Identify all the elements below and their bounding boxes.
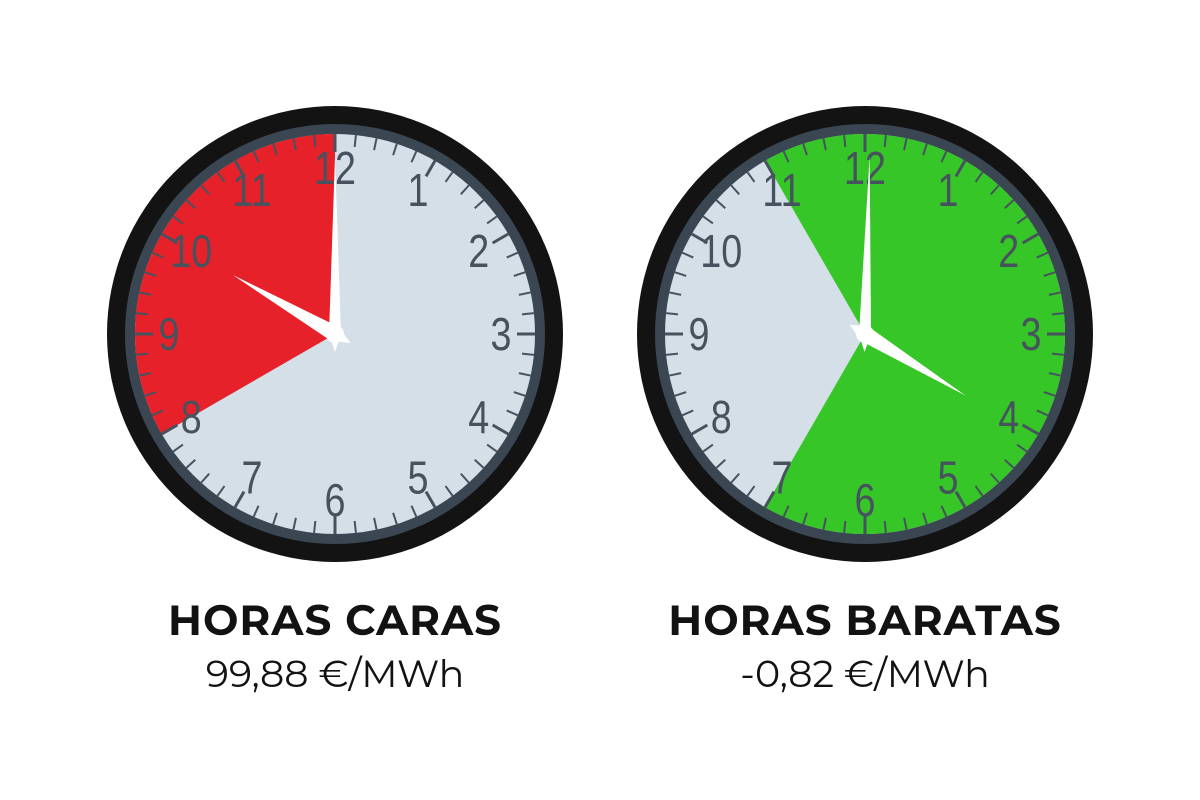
svg-text:3: 3 bbox=[1021, 308, 1042, 359]
svg-text:4: 4 bbox=[468, 391, 489, 442]
cheap-hours-clock: 123456789101112 bbox=[635, 104, 1095, 564]
svg-text:12: 12 bbox=[844, 142, 886, 193]
svg-text:6: 6 bbox=[855, 474, 876, 525]
svg-text:3: 3 bbox=[491, 308, 512, 359]
svg-text:10: 10 bbox=[700, 225, 742, 276]
svg-text:5: 5 bbox=[408, 452, 429, 503]
svg-text:4: 4 bbox=[998, 391, 1019, 442]
svg-text:7: 7 bbox=[242, 452, 263, 503]
cheap-hours-caption: HORAS BARATAS -0,82 €/MWh bbox=[668, 594, 1061, 697]
expensive-hours-caption: HORAS CARAS 99,88 €/MWh bbox=[168, 594, 502, 697]
svg-text:8: 8 bbox=[181, 391, 202, 442]
svg-text:1: 1 bbox=[408, 164, 429, 215]
expensive-hours-panel: 123456789101112 HORAS CARAS 99,88 €/MWh bbox=[105, 104, 565, 697]
svg-text:9: 9 bbox=[689, 308, 710, 359]
expensive-hours-title: HORAS CARAS bbox=[168, 594, 502, 646]
svg-text:11: 11 bbox=[762, 164, 801, 215]
cheap-hours-title: HORAS BARATAS bbox=[668, 594, 1061, 646]
svg-text:1: 1 bbox=[938, 164, 959, 215]
expensive-hours-clock: 123456789101112 bbox=[105, 104, 565, 564]
svg-text:2: 2 bbox=[998, 225, 1019, 276]
svg-text:7: 7 bbox=[772, 452, 793, 503]
cheap-hours-price: -0,82 €/MWh bbox=[668, 650, 1061, 697]
svg-text:9: 9 bbox=[159, 308, 180, 359]
svg-text:6: 6 bbox=[325, 474, 346, 525]
cheap-hours-panel: 123456789101112 HORAS BARATAS -0,82 €/MW… bbox=[635, 104, 1095, 697]
expensive-hours-price: 99,88 €/MWh bbox=[168, 650, 502, 697]
svg-text:2: 2 bbox=[468, 225, 489, 276]
svg-text:10: 10 bbox=[170, 225, 212, 276]
svg-text:5: 5 bbox=[938, 452, 959, 503]
svg-text:11: 11 bbox=[232, 164, 271, 215]
svg-text:8: 8 bbox=[711, 391, 732, 442]
